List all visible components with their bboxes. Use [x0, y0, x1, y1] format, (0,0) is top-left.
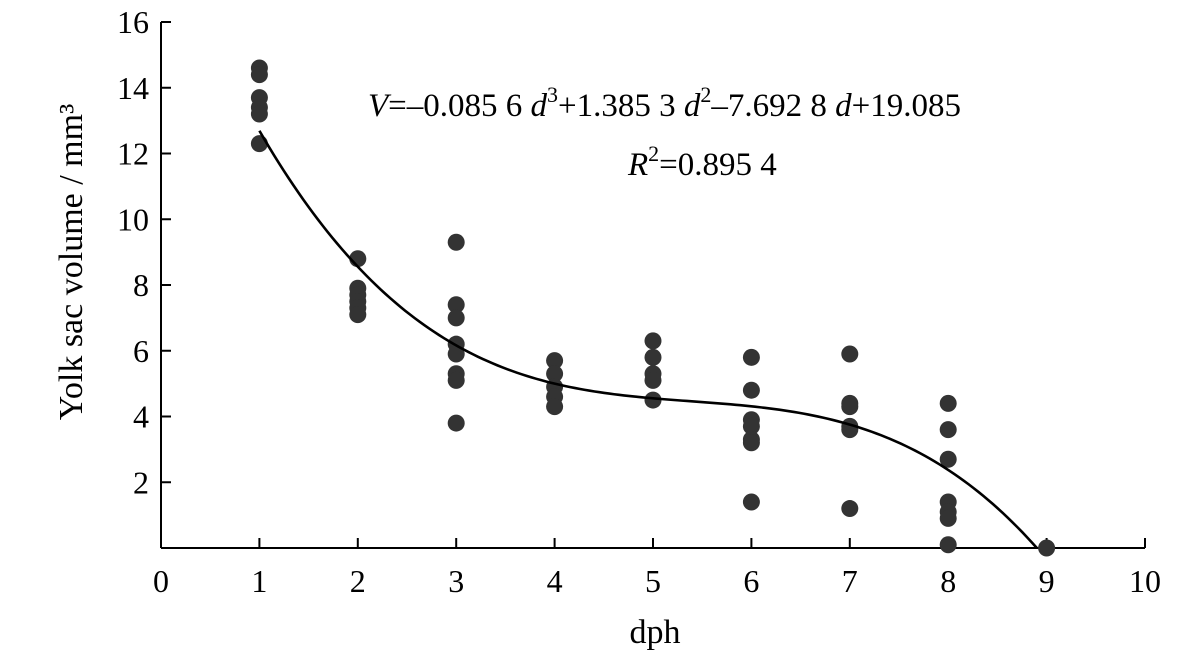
data-point-16 — [447, 345, 465, 363]
y-tick-label-1: 4 — [133, 399, 149, 435]
equation-term-6: 2 — [700, 82, 711, 107]
data-point-14 — [447, 309, 465, 327]
data-point-18 — [447, 371, 465, 389]
x-tick-label-0: 0 — [153, 563, 169, 599]
data-point-5 — [250, 135, 268, 153]
x-tick-label-4: 4 — [547, 563, 563, 599]
data-point-24 — [546, 398, 564, 416]
x-tick-label-3: 3 — [448, 563, 464, 599]
data-point-21 — [546, 365, 564, 383]
y-tick-label-7: 16 — [117, 4, 149, 40]
data-point-33 — [742, 417, 760, 435]
data-point-30 — [742, 348, 760, 366]
fit-curve — [258, 130, 1038, 549]
equation-term-9: +19.085 — [852, 88, 961, 124]
equation-v-symbol: V — [368, 88, 392, 124]
x-tick-label-6: 6 — [743, 563, 759, 599]
data-point-12 — [447, 233, 465, 251]
r-squared-value: =0.895 4 — [659, 147, 777, 183]
data-point-28 — [644, 371, 662, 389]
x-tick-label-7: 7 — [842, 563, 858, 599]
equation-term-8: d — [835, 88, 852, 124]
y-tick-label-5: 12 — [117, 136, 149, 172]
y-tick-label-0: 2 — [133, 464, 149, 500]
equation-term-4: +1.385 3 — [558, 88, 684, 124]
y-tick-label-2: 6 — [133, 333, 149, 369]
y-ticks: 2 4 6 8 10 12 14 16 — [117, 4, 171, 500]
data-point-1 — [250, 66, 268, 84]
data-point-35 — [742, 434, 760, 452]
x-tick-label-10: 10 — [1129, 563, 1161, 599]
y-tick-label-4: 10 — [117, 201, 149, 237]
data-point-44 — [939, 421, 957, 439]
data-point-48 — [939, 509, 957, 527]
data-point-11 — [349, 306, 367, 324]
data-point-36 — [742, 493, 760, 511]
data-point-45 — [939, 450, 957, 468]
data-point-25 — [644, 332, 662, 350]
y-axis-title: Yolk sac volume / mm³ — [53, 104, 90, 421]
data-point-37 — [841, 345, 859, 363]
equation-term-7: –7.692 8 — [710, 88, 835, 124]
x-tick-label-8: 8 — [940, 563, 956, 599]
equation-term-2: d — [531, 88, 548, 124]
data-point-4 — [250, 105, 268, 123]
x-tick-label-5: 5 — [645, 563, 661, 599]
equation-term-1: =–0.085 6 — [388, 88, 530, 124]
equation-term-3: 3 — [547, 82, 558, 107]
data-point-20 — [546, 352, 564, 370]
data-point-49 — [939, 536, 957, 554]
x-axis-title: dph — [630, 614, 681, 651]
y-tick-label-3: 8 — [133, 267, 149, 303]
fit-equation: V=–0.085 6 d3+1.385 3 d2–7.692 8 d+19.08… — [368, 82, 961, 124]
data-point-29 — [644, 391, 662, 409]
data-point-50 — [1038, 539, 1056, 557]
y-tick-label-6: 14 — [117, 70, 149, 106]
data-point-43 — [939, 394, 957, 412]
data-point-19 — [447, 414, 465, 432]
data-point-13 — [447, 296, 465, 314]
x-tick-label-9: 9 — [1039, 563, 1055, 599]
x-tick-label-1: 1 — [251, 563, 267, 599]
data-point-42 — [841, 500, 859, 518]
data-points — [250, 59, 1056, 557]
x-tick-label-2: 2 — [350, 563, 366, 599]
r-squared-symbol: R — [627, 147, 648, 183]
r-squared-sup: 2 — [648, 141, 659, 166]
data-point-39 — [841, 398, 859, 416]
equation-term-5: d — [684, 88, 701, 124]
x-ticks: 0 1 2 3 4 5 6 7 8 9 10 — [153, 538, 1161, 599]
r-squared: R2=0.895 4 — [627, 141, 777, 183]
data-point-26 — [644, 348, 662, 366]
data-point-31 — [742, 381, 760, 399]
